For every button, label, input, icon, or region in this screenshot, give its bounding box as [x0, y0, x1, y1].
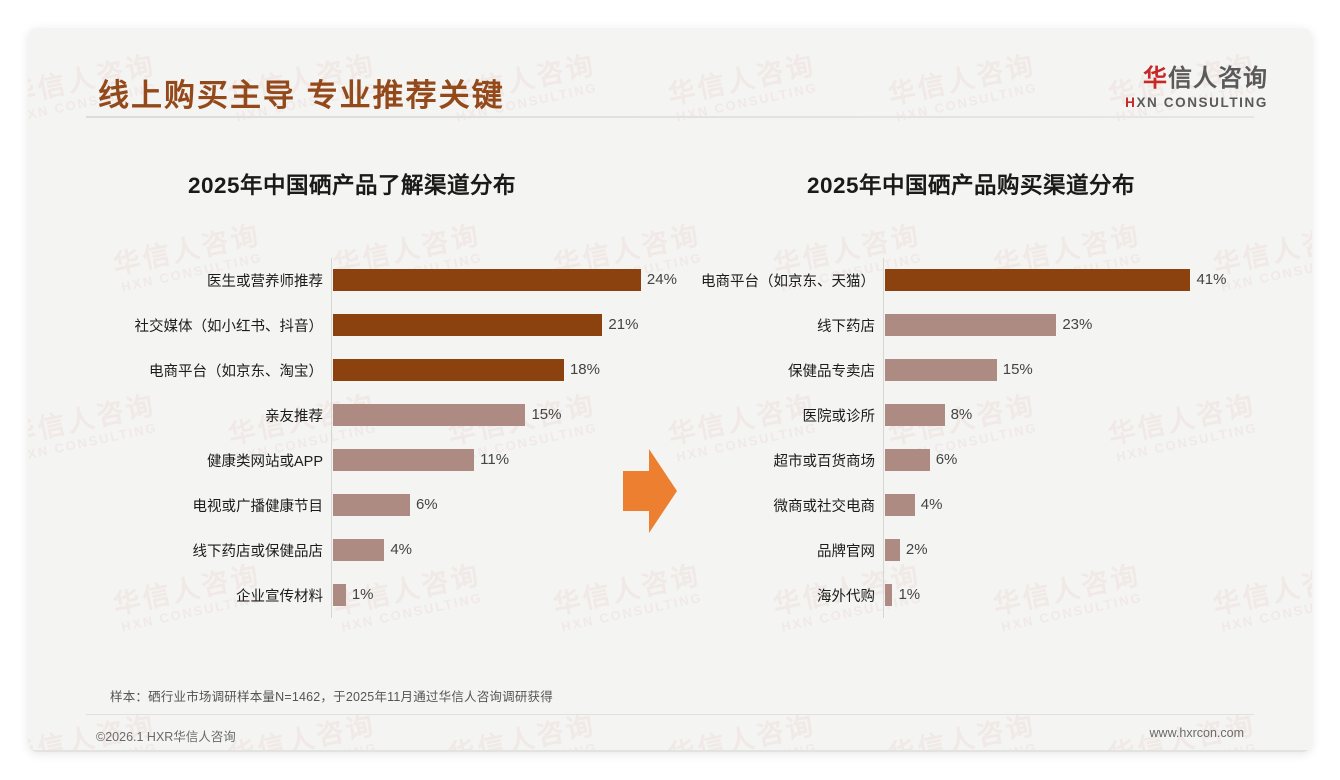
bar-value-label: 23% [1062, 316, 1093, 333]
company-logo: 华信人咨询 HXN CONSULTING [1125, 65, 1268, 110]
bar [885, 539, 900, 561]
bar-category-label: 健康类网站或APP [206, 454, 323, 470]
bar-row: 保健品专卖店 15% [658, 348, 1268, 393]
bar-row: 电视或广播健康节目 6% [68, 483, 658, 528]
bar-category-label: 企业宣传材料 [236, 589, 323, 605]
bar [333, 494, 410, 516]
slide-card: 华信人咨询 HXN CONSULTING 华信人咨询 HXN CONSULTING 华信… [28, 28, 1312, 752]
bar [333, 404, 526, 426]
bar-value-label: 15% [1002, 361, 1033, 378]
bar-value-label: 1% [351, 586, 374, 603]
logo-chinese-accent: 华 [1143, 65, 1168, 92]
bar-value-label: 1% [898, 586, 921, 603]
axis-line-left [331, 258, 332, 618]
bar-row: 亲友推荐 15% [68, 393, 658, 438]
bar-value-label: 4% [920, 496, 943, 513]
bar-value-label: 18% [569, 361, 600, 378]
bar [885, 449, 930, 471]
logo-chinese: 华信人咨询 [1125, 65, 1268, 92]
page-title: 线上购买主导 专业推荐关键 [98, 78, 505, 113]
flow-arrow-icon [619, 445, 681, 542]
bar-value-label: 6% [415, 496, 438, 513]
chart-title-right: 2025年中国硒产品购买渠道分布 [806, 173, 1136, 198]
bar-value-label: 2% [905, 541, 928, 558]
bar [885, 359, 997, 381]
bar-category-label: 社交媒体（如小红书、抖音） [134, 319, 324, 335]
chart-title-left: 2025年中国硒产品了解渠道分布 [187, 173, 517, 198]
bar [333, 584, 346, 606]
bar [885, 314, 1057, 336]
source-note: 样本：硒行业市场调研样本量N=1462，于2025年11月通过华信人咨询调研获得 [110, 690, 553, 704]
bar-row: 海外代购 1% [658, 573, 1268, 618]
slide-footer: ©2026.1 HXR华信人咨询 www.hxrcon.com [28, 718, 1312, 752]
bar-row: 电商平台（如京东、淘宝） 18% [68, 348, 658, 393]
bar-category-label: 品牌官网 [817, 544, 875, 560]
bar [885, 404, 945, 426]
bar [333, 359, 564, 381]
bar-category-label: 电视或广播健康节目 [192, 499, 324, 515]
footer-website: www.hxrcon.com [1149, 726, 1244, 740]
bar-row: 企业宣传材料 1% [68, 573, 658, 618]
chart-purchase-channels: 2025年中国硒产品购买渠道分布 电商平台（如京东、天猫） 41% 线下药店 23% 保… [658, 168, 1268, 618]
bar-value-label: 11% [480, 451, 510, 468]
bar-row: 品牌官网 2% [658, 528, 1268, 573]
bar-category-label: 线下药店或保健品店 [192, 544, 324, 560]
header-divider [86, 116, 1254, 118]
bar-row: 线下药店或保健品店 4% [68, 528, 658, 573]
logo-english: HXN CONSULTING [1125, 95, 1268, 110]
bar-value-label: 41% [1196, 271, 1227, 288]
bar [885, 494, 915, 516]
bar [885, 269, 1191, 291]
axis-line-right [883, 258, 884, 618]
bar [333, 539, 385, 561]
plot-area-left: 医生或营养师推荐 24% 社交媒体（如小红书、抖音） 21% 电商平台（如京东、淘宝） 1… [68, 258, 677, 618]
plot-area-right: 电商平台（如京东、天猫） 41% 线下药店 23% 保健品专卖店 15% 医院或诊所 8% 超市… [658, 258, 1268, 618]
bar [333, 449, 475, 471]
logo-chinese-rest: 信人咨询 [1168, 65, 1268, 92]
logo-english-accent: H [1125, 95, 1137, 111]
bar-value-label: 4% [390, 541, 412, 558]
bar-value-label: 8% [950, 406, 973, 423]
bar-category-label: 海外代购 [817, 589, 875, 605]
footer-divider [86, 714, 1254, 715]
logo-english-rest: XN CONSULTING [1136, 95, 1268, 111]
bar-row: 健康类网站或APP 11% [68, 438, 658, 483]
chart-awareness-channels: 2025年中国硒产品了解渠道分布 医生或营养师推荐 24% 社交媒体（如小红书、抖音… [68, 168, 677, 618]
bar-category-label: 医院或诊所 [802, 409, 876, 425]
slide-header: 线上购买主导 专业推荐关键 华信人咨询 HXN CONSULTING [28, 28, 1312, 116]
bar-category-label: 医生或营养师推荐 [207, 274, 323, 290]
bar-category-label: 保健品专卖店 [788, 364, 875, 380]
bar-row: 超市或百货商场 6% [658, 438, 1268, 483]
bar-category-label: 超市或百货商场 [773, 454, 876, 470]
bar-category-label: 电商平台（如京东、天猫） [701, 274, 875, 290]
bar-row: 电商平台（如京东、天猫） 41% [658, 258, 1268, 303]
bar-category-label: 微商或社交电商 [773, 499, 876, 515]
bar-value-label: 6% [935, 451, 958, 468]
bar-row: 微商或社交电商 4% [658, 483, 1268, 528]
footer-copyright: ©2026.1 HXR华信人咨询 [96, 730, 236, 744]
bar-value-label: 15% [531, 406, 562, 423]
bar-category-label: 亲友推荐 [265, 409, 323, 425]
bar-row: 医生或营养师推荐 24% [68, 258, 677, 303]
bar-category-label: 电商平台（如京东、淘宝） [149, 364, 323, 380]
bar-row: 医院或诊所 8% [658, 393, 1268, 438]
bar-row: 线下药店 23% [658, 303, 1268, 348]
footer-bottom-edge [28, 750, 1312, 752]
bar [333, 314, 603, 336]
bar-value-label: 21% [608, 316, 639, 333]
bar [333, 269, 641, 291]
bar-value-label: 24% [646, 271, 677, 288]
bar-row: 社交媒体（如小红书、抖音） 21% [68, 303, 658, 348]
bar [885, 584, 893, 606]
bar-category-label: 线下药店 [817, 319, 875, 335]
